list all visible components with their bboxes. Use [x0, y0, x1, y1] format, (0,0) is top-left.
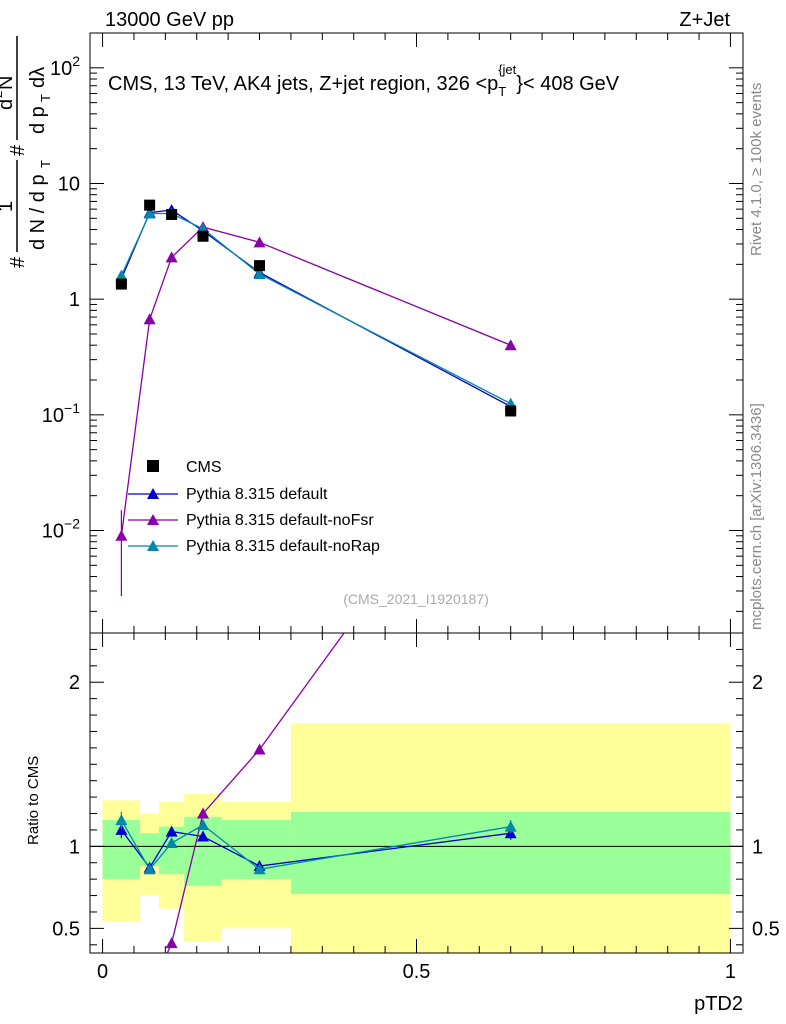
main-y-tick-label: 10−1	[42, 400, 80, 427]
main-panel: 10−2 10−1 1 10 102 CMS, 13 TeV, AK4 jets, Z+…	[0, 32, 744, 634]
main-plot-marks	[115, 199, 517, 597]
main-series-line-nofsr	[120, 226, 511, 536]
ratio-panel: 0.5 0.5 1 1 2 2 0 0.5 1 Ratio to CMS pTD2	[25, 632, 780, 1015]
ratio-y-tick-label-right: 2	[752, 672, 763, 694]
main-point-norap	[253, 268, 266, 280]
ratio-point-nofsr	[253, 743, 266, 755]
main-point-nofsr	[504, 339, 517, 351]
ratio-point-norap	[504, 820, 517, 832]
ratio-point-norap	[143, 863, 156, 875]
ratio-series-line-nofsr	[166, 633, 345, 953]
ratio-point-nofsr	[165, 937, 178, 949]
legend-label-nofsr: Pythia 8.315 default-noFsr	[186, 512, 374, 529]
ylabel-denominator-2-lambda: dλ	[27, 67, 49, 88]
ratio-y-tick-label: 2	[69, 672, 80, 694]
legend-label-norap: Pythia 8.315 default-noRap	[186, 538, 380, 555]
plot-title-pre: CMS, 13 TeV, AK4 jets, Z+jet region, 326…	[108, 73, 498, 95]
ylabel-numerator-1: 1	[0, 201, 17, 212]
ratio-point-nofsr	[144, 988, 156, 999]
main-point-nofsr	[253, 236, 266, 248]
legend: CMS Pythia 8.315 default Pythia 8.315 de…	[128, 459, 380, 555]
ylabel-hash-2: #	[7, 144, 29, 156]
header-left-label: 13000 GeV pp	[105, 9, 234, 31]
main-point-nofsr	[165, 251, 178, 263]
ratio-point-norap	[115, 814, 128, 826]
ratio-y-tick-label: 1	[69, 836, 80, 858]
mcplots-label: mcplots.cern.ch [arXiv:1306.3436]	[748, 403, 765, 630]
ylabel-denominator-1-sub: T	[38, 160, 53, 168]
ratio-point-default	[197, 830, 210, 842]
legend-marker-cms	[147, 460, 159, 472]
ratio-y-tick-label-right: 1	[752, 836, 763, 858]
analysis-watermark: (CMS_2021_I1920187)	[343, 591, 489, 607]
ylabel-hash-1: #	[7, 256, 29, 268]
ratio-point-nofsr	[115, 1003, 127, 1014]
legend-marker-norap	[147, 540, 159, 551]
main-point-nofsr	[115, 529, 128, 541]
ylabel-numerator-2: d	[0, 99, 17, 110]
ylabel-denominator-2: d p	[27, 106, 49, 134]
main-point-cms	[197, 230, 209, 242]
main-y-tick-label: 10	[58, 173, 80, 195]
legend-marker-default	[147, 488, 159, 499]
main-axes: 10−2 10−1 1 10 102	[42, 32, 743, 633]
main-point-norap	[115, 269, 128, 281]
ratio-point-default	[115, 823, 128, 835]
ratio-plot-marks	[115, 633, 517, 1014]
ratio-point-norap	[165, 837, 178, 849]
main-point-cms	[254, 260, 266, 272]
main-series-line-default	[120, 209, 511, 408]
main-point-cms	[505, 405, 517, 417]
ratio-y-axis-label: Ratio to CMS	[25, 756, 42, 845]
x-tick-label: 1	[725, 961, 736, 983]
main-y-tick-label: 1	[69, 289, 80, 311]
main-point-nofsr	[143, 313, 156, 325]
legend-marker-nofsr	[147, 514, 159, 525]
plot-title-sup: {jet	[498, 62, 516, 77]
ylabel-denominator-2-sub: T	[38, 94, 53, 102]
ratio-point-norap	[197, 819, 210, 830]
legend-label-cms: CMS	[186, 459, 222, 476]
ylabel-numerator-2-sup: 2	[0, 91, 5, 98]
plot-title-sub: T	[498, 84, 506, 99]
plot-title: CMS, 13 TeV, AK4 jets, Z+jet region, 326…	[108, 62, 620, 99]
main-point-cms	[144, 199, 156, 211]
ratio-y-tick-label-right: 0.5	[752, 918, 780, 940]
main-y-axis-label: # 1 d N / d p T # d 2 N d p T dλ	[0, 36, 53, 268]
ratio-y-tick-label: 0.5	[52, 918, 80, 940]
x-tick-label: 0.5	[403, 961, 431, 983]
x-axis-label: pTD2	[694, 993, 743, 1015]
main-point-cms	[115, 278, 127, 290]
main-point-cms	[166, 208, 178, 220]
ratio-series-line-norap	[120, 819, 511, 871]
plot-title-post: }< 408 GeV	[516, 73, 620, 95]
main-y-tick-label: 102	[50, 53, 80, 80]
x-tick-label: 0	[97, 961, 108, 983]
ratio-point-default	[165, 825, 178, 837]
ratio-axes: 0.5 0.5 1 1 2 2 0 0.5 1	[52, 633, 780, 983]
ylabel-numerator-2-n: N	[0, 76, 17, 90]
ratio-point-nofsr	[197, 807, 210, 819]
main-point-norap	[143, 207, 156, 219]
ratio-point-norap	[253, 863, 266, 875]
ylabel-denominator-1: d N / d p	[27, 174, 49, 250]
rivet-version-label: Rivet 4.1.0, ≥ 100k events	[748, 83, 765, 256]
ratio-band-green	[140, 833, 160, 867]
main-series-line-norap	[120, 212, 511, 405]
main-y-tick-label: 10−2	[42, 516, 80, 543]
legend-label-default: Pythia 8.315 default	[186, 486, 328, 503]
header-right-label: Z+Jet	[679, 9, 730, 31]
